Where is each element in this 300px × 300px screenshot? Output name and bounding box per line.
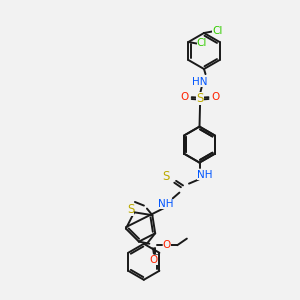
- Text: NH: NH: [196, 170, 212, 181]
- Text: O: O: [180, 92, 189, 103]
- Text: HN: HN: [192, 77, 207, 87]
- Text: S: S: [196, 92, 204, 105]
- Text: O: O: [150, 255, 158, 265]
- Text: NH: NH: [158, 199, 173, 209]
- Text: O: O: [212, 92, 220, 103]
- Text: O: O: [163, 240, 171, 250]
- Text: Cl: Cl: [197, 38, 207, 49]
- Text: Cl: Cl: [212, 26, 223, 37]
- Text: S: S: [127, 203, 134, 216]
- Text: S: S: [162, 170, 169, 183]
